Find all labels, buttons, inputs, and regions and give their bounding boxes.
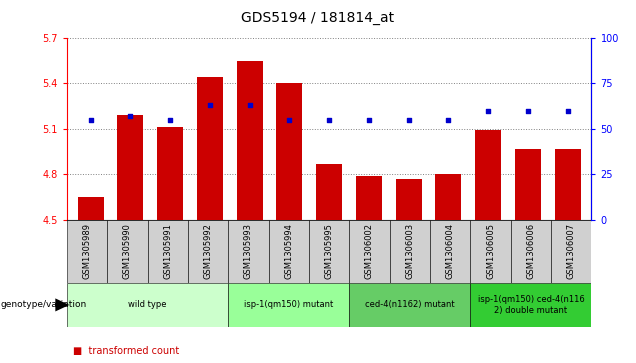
Point [244, 102, 254, 108]
Text: ced-4(n1162) mutant: ced-4(n1162) mutant [365, 301, 455, 309]
Text: GSM1306007: GSM1306007 [567, 223, 576, 280]
Bar [228, 220, 268, 283]
Bar [237, 61, 263, 220]
Bar [471, 283, 591, 327]
Bar [555, 148, 581, 220]
Bar [228, 283, 349, 327]
Text: GSM1306003: GSM1306003 [405, 223, 414, 280]
Bar [316, 164, 342, 220]
Text: ■  transformed count: ■ transformed count [73, 346, 179, 356]
Bar [515, 148, 541, 220]
Bar [551, 220, 591, 283]
Bar [349, 220, 390, 283]
Bar [349, 283, 471, 327]
Point [125, 113, 135, 119]
Point [364, 117, 374, 123]
Bar [67, 283, 228, 327]
Bar [188, 220, 228, 283]
Point [523, 108, 533, 114]
Point [284, 117, 294, 123]
Text: GDS5194 / 181814_at: GDS5194 / 181814_at [242, 11, 394, 25]
Text: GSM1306006: GSM1306006 [527, 223, 536, 280]
Text: GSM1305992: GSM1305992 [204, 224, 212, 279]
Text: GSM1305990: GSM1305990 [123, 224, 132, 279]
Point [85, 117, 95, 123]
Bar [78, 197, 104, 220]
Text: genotype/variation: genotype/variation [1, 301, 87, 309]
Text: GSM1306002: GSM1306002 [365, 223, 374, 280]
Bar [471, 220, 511, 283]
Point [403, 117, 413, 123]
Bar [356, 176, 382, 220]
Bar [67, 220, 107, 283]
Text: GSM1305989: GSM1305989 [83, 223, 92, 280]
Bar [436, 174, 461, 220]
Bar [197, 77, 223, 220]
Bar [475, 130, 501, 220]
Bar [157, 127, 183, 220]
Point [324, 117, 335, 123]
Point [443, 117, 453, 123]
Text: GSM1306005: GSM1306005 [486, 223, 495, 280]
Point [165, 117, 176, 123]
Bar [309, 220, 349, 283]
Bar [277, 83, 302, 220]
Bar [396, 179, 422, 220]
Bar [148, 220, 188, 283]
Point [483, 108, 494, 114]
Text: GSM1306004: GSM1306004 [446, 223, 455, 280]
Text: wild type: wild type [128, 301, 167, 309]
Point [562, 108, 572, 114]
Bar [430, 220, 471, 283]
Bar [511, 220, 551, 283]
Text: isp-1(qm150) mutant: isp-1(qm150) mutant [244, 301, 333, 309]
Bar [107, 220, 148, 283]
Point [205, 102, 215, 108]
Bar [390, 220, 430, 283]
Text: isp-1(qm150) ced-4(n116
2) double mutant: isp-1(qm150) ced-4(n116 2) double mutant [478, 295, 584, 315]
Text: GSM1305995: GSM1305995 [324, 224, 334, 279]
Bar [118, 115, 143, 220]
Text: GSM1305994: GSM1305994 [284, 224, 293, 279]
Text: GSM1305993: GSM1305993 [244, 223, 253, 280]
Bar [268, 220, 309, 283]
Text: GSM1305991: GSM1305991 [163, 224, 172, 279]
